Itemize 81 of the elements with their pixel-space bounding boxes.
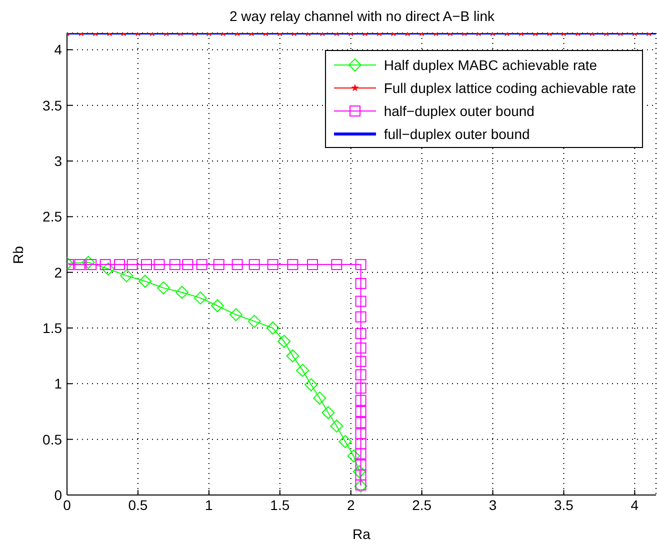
legend-label: Full duplex lattice coding achievable rate bbox=[384, 80, 636, 96]
point bbox=[196, 259, 208, 270]
point bbox=[120, 269, 134, 282]
point bbox=[194, 291, 207, 304]
point bbox=[182, 259, 194, 270]
point bbox=[86, 259, 97, 270]
point bbox=[266, 322, 280, 335]
point bbox=[355, 438, 366, 450]
y-tick-label: 2 bbox=[54, 264, 62, 280]
point bbox=[304, 378, 318, 392]
x-tick-label: 3 bbox=[488, 496, 497, 513]
point bbox=[354, 480, 368, 493]
point bbox=[355, 342, 366, 354]
point bbox=[355, 259, 366, 270]
point bbox=[248, 314, 261, 328]
point bbox=[338, 435, 352, 448]
point bbox=[286, 349, 300, 362]
point bbox=[352, 465, 366, 478]
legend-label: Half duplex MABC achievable rate bbox=[384, 56, 598, 72]
y-tick-label: 0.5 bbox=[42, 431, 62, 448]
point bbox=[210, 299, 224, 312]
point bbox=[355, 278, 366, 289]
point bbox=[126, 259, 138, 270]
point bbox=[267, 259, 278, 270]
point bbox=[322, 406, 335, 420]
y-tick-label: 1.5 bbox=[42, 320, 62, 336]
point bbox=[355, 311, 366, 322]
x-tick-label: 1.5 bbox=[270, 496, 290, 513]
point bbox=[355, 406, 366, 418]
point bbox=[355, 417, 366, 428]
point bbox=[138, 274, 152, 288]
point bbox=[355, 428, 366, 440]
point bbox=[355, 469, 366, 480]
y-tick-label: 4 bbox=[54, 42, 62, 58]
point bbox=[102, 262, 115, 276]
point bbox=[287, 259, 298, 270]
x-tick-label: 2 bbox=[346, 496, 355, 513]
point bbox=[140, 259, 152, 270]
point bbox=[100, 259, 111, 270]
point bbox=[355, 479, 366, 490]
point bbox=[355, 369, 366, 380]
point bbox=[232, 259, 243, 270]
point bbox=[229, 308, 242, 322]
point bbox=[313, 392, 326, 405]
point bbox=[213, 259, 224, 270]
point bbox=[248, 259, 260, 270]
legend-label: half−duplex outer bound bbox=[384, 102, 534, 118]
point bbox=[355, 382, 366, 394]
x-tick-label: 2.5 bbox=[412, 496, 432, 513]
point bbox=[355, 328, 366, 340]
point bbox=[355, 459, 366, 470]
point bbox=[355, 394, 366, 406]
y-tick-label: 1 bbox=[54, 376, 62, 392]
point bbox=[175, 286, 188, 299]
point bbox=[157, 281, 170, 294]
point bbox=[169, 259, 180, 270]
x-axis-title: Ra bbox=[352, 526, 371, 542]
y-tick-label: 2.5 bbox=[42, 208, 62, 225]
y-tick-label: 3 bbox=[54, 152, 62, 169]
point bbox=[82, 256, 95, 269]
x-tick-label: 4 bbox=[630, 496, 639, 513]
point bbox=[307, 259, 318, 270]
point bbox=[355, 356, 366, 367]
x-tick-label: 3.5 bbox=[554, 496, 574, 513]
point bbox=[347, 450, 360, 463]
y-tick-label: 0 bbox=[54, 486, 62, 503]
point bbox=[74, 259, 86, 270]
chart-title: 2 way relay channel with no direct A−B link bbox=[228, 8, 496, 24]
point bbox=[355, 296, 366, 307]
x-tick-label: 0.5 bbox=[128, 496, 148, 513]
point bbox=[278, 334, 291, 348]
point bbox=[114, 259, 126, 270]
point bbox=[154, 259, 165, 270]
point bbox=[330, 419, 344, 432]
point bbox=[331, 259, 342, 270]
x-tick-label: 1 bbox=[205, 496, 214, 513]
legend-label: full−duplex outer bound bbox=[384, 126, 530, 142]
point bbox=[355, 448, 366, 460]
point bbox=[296, 364, 310, 377]
y-axis-title: Rb bbox=[10, 246, 26, 264]
y-tick-label: 3.5 bbox=[42, 97, 62, 114]
